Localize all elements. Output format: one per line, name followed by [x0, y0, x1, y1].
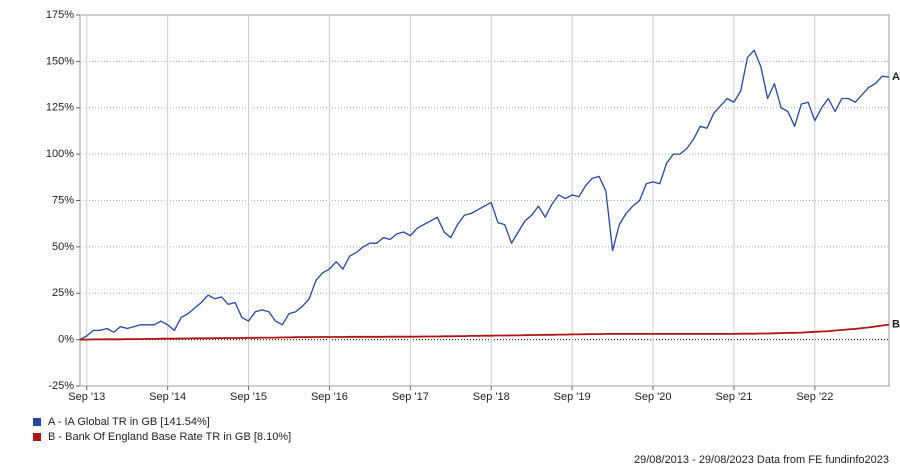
- y-tick-label: 125%: [46, 102, 74, 114]
- series-line: [79, 49, 890, 341]
- x-tick-label: Sep '17: [392, 391, 429, 403]
- y-tick-label: -25%: [48, 380, 74, 392]
- x-tick-label: Sep '22: [796, 391, 833, 403]
- y-tick-label: 25%: [52, 287, 74, 299]
- series-line: [80, 323, 890, 341]
- x-tick-label: Sep '13: [68, 391, 105, 403]
- y-tick-label: 100%: [46, 148, 74, 160]
- legend-swatch: [33, 433, 41, 441]
- x-tick-label: Sep '14: [149, 391, 186, 403]
- x-tick-label: Sep '19: [554, 391, 591, 403]
- legend-swatch: [33, 418, 41, 426]
- x-tick-label: Sep '20: [635, 391, 672, 403]
- x-tick-label: Sep '21: [715, 391, 752, 403]
- legend-label: A - IA Global TR in GB [141.54%]: [48, 416, 210, 428]
- series-end-label: A: [892, 71, 900, 83]
- y-tick-label: 50%: [52, 241, 74, 253]
- x-tick-label: Sep '16: [311, 391, 348, 403]
- series-end-label: B: [892, 319, 900, 331]
- plot-area: [79, 14, 890, 387]
- x-tick-label: Sep '18: [473, 391, 510, 403]
- x-tick-label: Sep '15: [230, 391, 267, 403]
- legend-label: B - Bank Of England Base Rate TR in GB […: [48, 431, 291, 443]
- y-tick-label: 150%: [46, 55, 74, 67]
- y-tick-label: 0%: [58, 334, 74, 346]
- y-tick-label: 175%: [46, 9, 74, 21]
- y-tick-label: 75%: [52, 194, 74, 206]
- source-note: 29/08/2013 - 29/08/2023 Data from FE fun…: [634, 454, 889, 466]
